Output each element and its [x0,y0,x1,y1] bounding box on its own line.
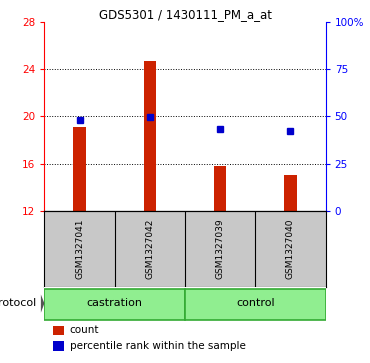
Text: GSM1327039: GSM1327039 [216,219,225,279]
Text: castration: castration [87,298,143,309]
Bar [185,289,326,319]
Bar [53,326,64,335]
Text: percentile rank within the sample: percentile rank within the sample [70,341,246,351]
Bar [44,289,185,319]
Text: GSM1327040: GSM1327040 [286,219,295,279]
Polygon shape [41,294,44,313]
Bar [144,61,156,211]
Text: protocol: protocol [0,298,36,309]
Bar [53,341,64,351]
Bar [73,127,86,211]
Bar [284,175,297,211]
Text: GSM1327042: GSM1327042 [145,219,154,279]
Title: GDS5301 / 1430111_PM_a_at: GDS5301 / 1430111_PM_a_at [98,8,272,21]
Text: control: control [236,298,275,309]
Text: count: count [70,326,99,335]
Bar [214,166,226,211]
Text: GSM1327041: GSM1327041 [75,219,84,279]
